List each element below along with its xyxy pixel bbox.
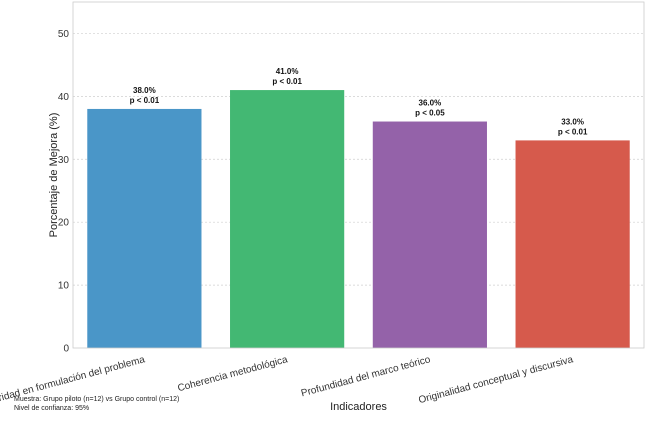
bar-value-label: 38.0% <box>133 86 156 95</box>
bar <box>515 140 630 348</box>
sample-note: Muestra: Grupo piloto (n=12) vs Grupo co… <box>14 396 180 403</box>
bar-significance-label: p < 0.01 <box>272 77 302 86</box>
bar-significance-label: p < 0.01 <box>558 127 588 136</box>
bar <box>230 90 345 348</box>
x-tick-label: Coherencia metodológica <box>177 354 290 394</box>
x-axis-title: Indicadores <box>330 401 387 413</box>
plot-frame <box>72 1 645 349</box>
bars <box>87 90 630 348</box>
x-tick-label: Profundidad del marco teórico <box>300 354 432 399</box>
y-tick-label: 10 <box>58 281 70 292</box>
bar-value-label: 33.0% <box>561 117 584 126</box>
y-tick-label: 50 <box>58 29 70 40</box>
confidence-note: Nivel de confianza: 95% <box>14 405 90 412</box>
bar <box>87 108 202 348</box>
bar-significance-label: p < 0.05 <box>415 109 445 118</box>
grid-lines <box>73 33 644 286</box>
y-axis-title: Porcentaje de Mejora (%) <box>48 113 60 238</box>
y-tick-label: 40 <box>58 92 70 103</box>
bar-value-label: 41.0% <box>276 67 299 76</box>
y-tick-label: 20 <box>58 218 70 229</box>
bar-significance-label: p < 0.01 <box>130 96 160 105</box>
y-tick-label: 30 <box>58 155 70 166</box>
y-axis-ticks: 0 10 20 30 40 50 <box>58 29 70 355</box>
bar <box>372 121 487 348</box>
x-tick-label: Originalidad conceptual y discursiva <box>417 354 574 406</box>
y-tick-label: 0 <box>63 344 69 355</box>
bar-value-label: 36.0% <box>419 99 442 108</box>
